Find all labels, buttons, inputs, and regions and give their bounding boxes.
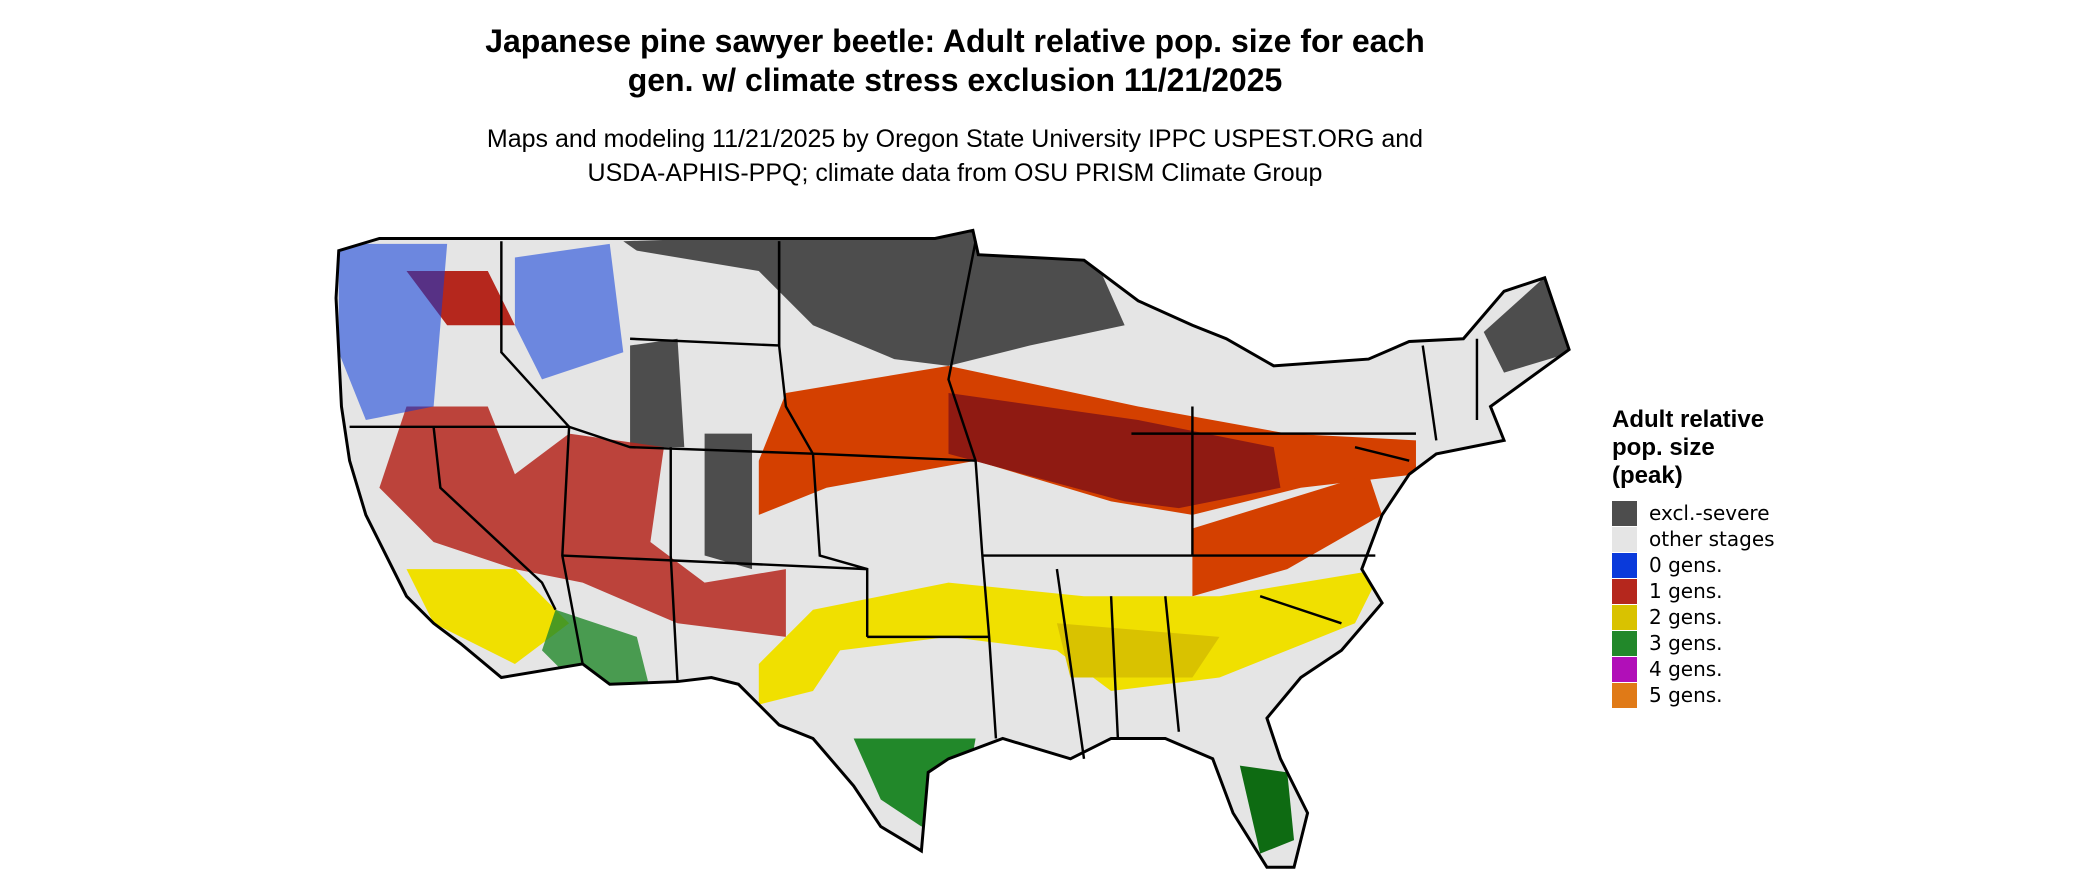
legend-label: 0 gens. <box>1649 553 1723 577</box>
legend-label: excl.-severe <box>1649 501 1770 525</box>
title-line: Japanese pine sawyer beetle: Adult relat… <box>485 23 1425 59</box>
legend-item: 2 gens. <box>1612 604 1775 630</box>
legend-swatch <box>1612 682 1637 708</box>
legend-label: other stages <box>1649 527 1775 551</box>
legend-title-line: Adult relative <box>1612 406 1765 433</box>
outline <box>334 228 1571 869</box>
legend-item: 3 gens. <box>1612 630 1775 656</box>
map-body <box>334 228 1571 869</box>
legend-item: 0 gens. <box>1612 552 1775 578</box>
legend-title-line: pop. size <box>1612 434 1715 461</box>
legend-swatch <box>1612 604 1637 630</box>
legend-swatch <box>1612 578 1637 604</box>
legend: excl.-severe other stages 0 gens. 1 gens. 2 … <box>1612 500 1775 708</box>
legend-label: 2 gens. <box>1649 605 1723 629</box>
legend-item: 1 gens. <box>1612 578 1775 604</box>
subtitle: Maps and modeling 11/21/2025 by Oregon S… <box>355 122 1555 190</box>
legend-title-line: (peak) <box>1612 462 1683 489</box>
regions <box>338 230 1570 854</box>
legend-item: 5 gens. <box>1612 682 1775 708</box>
legend-swatch <box>1612 630 1637 656</box>
legend-label: 1 gens. <box>1649 579 1723 603</box>
legend-title: Adult relative pop. size (peak) <box>1612 406 1764 490</box>
legend-swatch <box>1612 552 1637 578</box>
subtitle-line: Maps and modeling 11/21/2025 by Oregon S… <box>486 125 1424 153</box>
legend-label: 4 gens. <box>1649 657 1723 681</box>
legend-label: 3 gens. <box>1649 631 1723 655</box>
legend-item: 4 gens. <box>1612 656 1775 682</box>
legend-item: other stages <box>1612 526 1775 552</box>
legend-swatch <box>1612 500 1637 526</box>
title-line: gen. w/ climate stress exclusion 11/21/2… <box>627 62 1283 98</box>
state-borders <box>349 240 1479 759</box>
title: Japanese pine sawyer beetle: Adult relat… <box>355 22 1555 100</box>
legend-item: excl.-severe <box>1612 500 1775 526</box>
subtitle-line: USDA-APHIS-PPQ; climate data from OSU PR… <box>587 159 1323 187</box>
legend-swatch <box>1612 526 1637 552</box>
legend-swatch <box>1612 656 1637 682</box>
map <box>334 228 1571 869</box>
legend-label: 5 gens. <box>1649 683 1723 707</box>
